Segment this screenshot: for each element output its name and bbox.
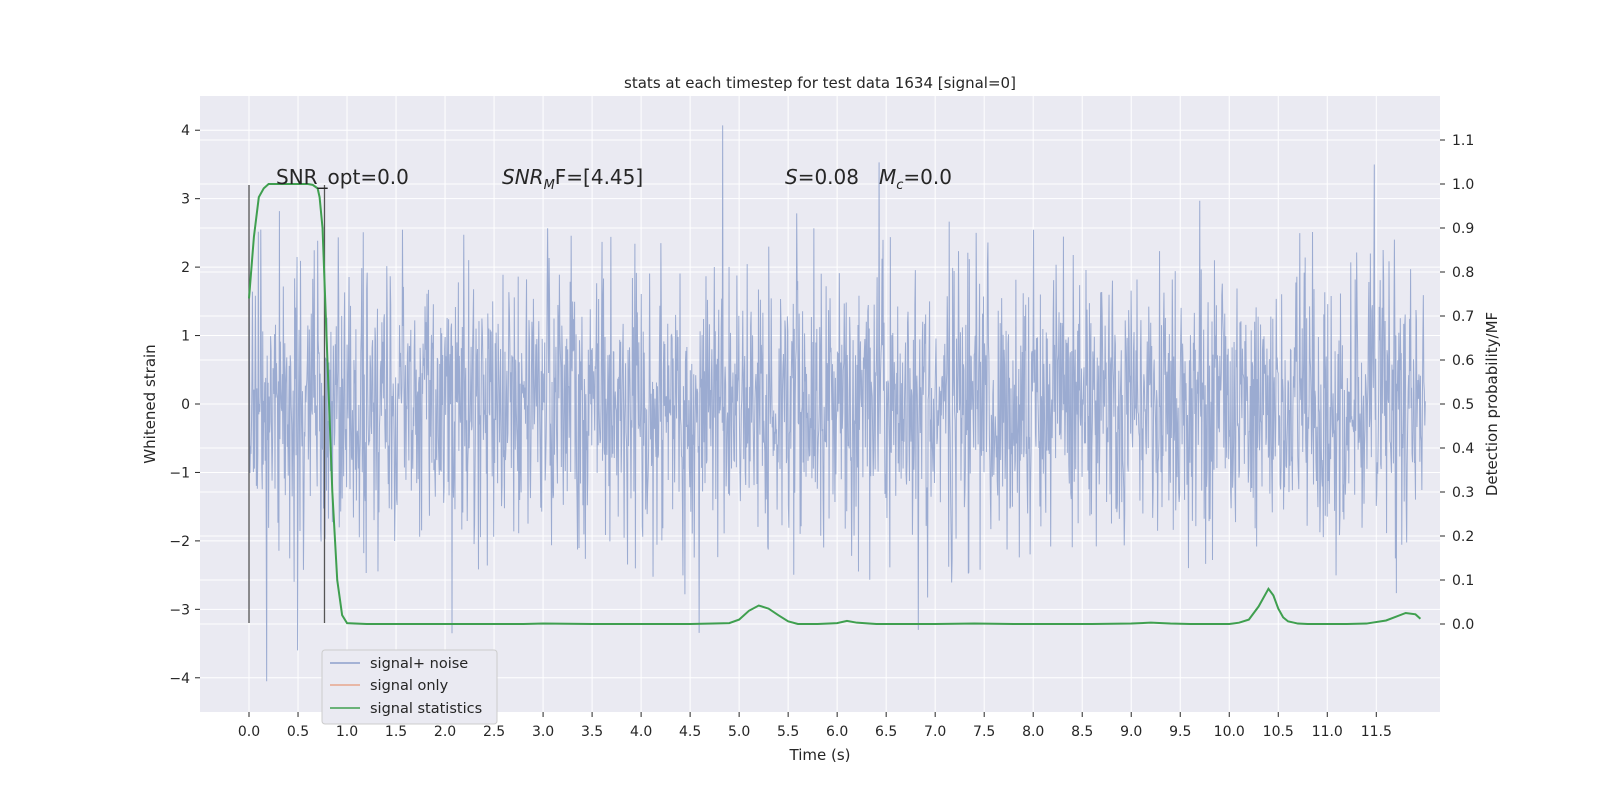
x-axis-label: Time (s)	[789, 746, 851, 764]
y-left-tick-label: 4	[181, 123, 190, 139]
legend: signal+ noise signal only signal statist…	[321, 649, 498, 725]
x-tick-label: 0.0	[238, 724, 260, 740]
x-tick-label: 5.5	[777, 724, 799, 740]
annotation-s-stat: S=0.08	[785, 165, 859, 189]
x-tick-label: 7.0	[924, 724, 946, 740]
x-tick-label: 8.0	[1022, 724, 1044, 740]
signal-statistics-series	[248, 183, 1422, 625]
x-tick-label: 1.0	[336, 724, 358, 740]
x-tick-label: 9.0	[1120, 724, 1142, 740]
y-right-tick-label: 1.1	[1452, 133, 1474, 149]
legend-box	[321, 649, 498, 725]
y-right-tick-label: 0.2	[1452, 529, 1474, 545]
y-right-tick-label: 0.3	[1452, 485, 1474, 501]
x-tick-label: 5.0	[728, 724, 750, 740]
y-right-tick-label: 0.9	[1452, 221, 1474, 237]
x-tick-label: 0.5	[287, 724, 309, 740]
x-tick-label: 1.5	[385, 724, 407, 740]
y-left-tick-label: −3	[169, 602, 190, 618]
y-right-tick-label: 0.4	[1452, 441, 1474, 457]
x-tick-label: 11.0	[1312, 724, 1343, 740]
y-left-tick-label: −1	[169, 465, 190, 481]
annotation-snr-opt: SNR_opt=0.0	[276, 165, 409, 189]
legend-label-signal-only: signal only	[370, 678, 449, 694]
y-right-tick-label: 0.7	[1452, 309, 1474, 325]
x-tick-label: 8.5	[1071, 724, 1093, 740]
y-left-tick-label: −2	[169, 534, 190, 550]
y-right-tick-label: 0.5	[1452, 397, 1474, 413]
x-tick-label: 3.5	[581, 724, 603, 740]
y-left-tick-label: 1	[181, 329, 190, 345]
x-tick-label: 11.5	[1361, 724, 1392, 740]
x-tick-label: 4.5	[679, 724, 701, 740]
legend-label-signal-statistics: signal statistics	[370, 701, 482, 717]
legend-label-signal-noise: signal+ noise	[370, 656, 468, 672]
chart-title: stats at each timestep for test data 163…	[624, 74, 1016, 92]
x-tick-label: 7.5	[973, 724, 995, 740]
x-tick-label: 10.5	[1263, 724, 1294, 740]
axis-ticks: 0.0 0.5 1.0 1.5 2.0 2.5 3.0 3.5 4.0 4.5 5.0 5.5 6.0 6…	[169, 123, 1474, 740]
y-axis-label-left: Whitened strain	[141, 344, 159, 463]
y-axis-label-right: Detection probability/MF	[1483, 312, 1501, 496]
y-left-tick-label: 3	[181, 192, 190, 208]
annotation-snr-mf: SNRMF=[4.45]	[502, 165, 643, 193]
x-tick-label: 10.0	[1214, 724, 1245, 740]
y-left-tick-label: 2	[181, 260, 190, 276]
y-right-tick-label: 0.1	[1452, 573, 1474, 589]
annotation-mc-stat: Mc=0.0	[879, 165, 952, 193]
stat-annotations: SNR_opt=0.0 SNRMF=[4.45] S=0.08 Mc=0.0	[276, 165, 952, 193]
signal-noise-series	[248, 125, 1426, 682]
signal-noise-line	[248, 125, 1426, 682]
y-left-tick-label: 0	[181, 397, 190, 413]
y-right-tick-label: 0.8	[1452, 265, 1474, 281]
y-right-tick-label: 1.0	[1452, 177, 1474, 193]
signal-statistics-line	[248, 183, 1422, 625]
x-tick-label: 3.0	[532, 724, 554, 740]
y-right-tick-label: 0.6	[1452, 353, 1474, 369]
x-tick-label: 4.0	[630, 724, 652, 740]
x-tick-label: 6.5	[875, 724, 897, 740]
x-tick-label: 2.5	[483, 724, 505, 740]
y-left-tick-label: −4	[169, 671, 190, 687]
y-right-tick-label: 0.0	[1452, 617, 1474, 633]
x-tick-label: 6.0	[826, 724, 848, 740]
x-tick-label: 2.0	[434, 724, 456, 740]
x-tick-label: 9.5	[1169, 724, 1191, 740]
